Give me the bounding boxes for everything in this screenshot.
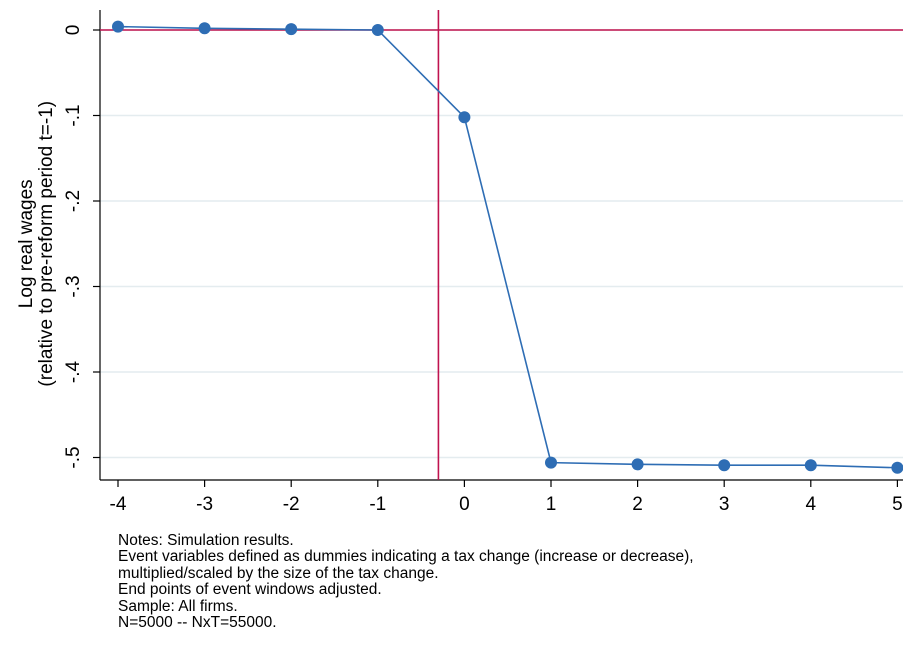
data-point [804, 459, 817, 472]
data-point [112, 20, 124, 33]
series-line [117, 25, 898, 469]
axis-labels: 0 -.1 -.2 -.3 -.4 -.5 -4 -3 -2 -1 0 1 2 3 4 5 Log real w… [16, 25, 903, 515]
x-tick-label: -2 [283, 494, 300, 515]
y-tick-label: -.1 [63, 104, 84, 126]
data-point [371, 24, 384, 36]
y-tick-label: -.5 [63, 446, 84, 468]
note-line: N=5000 -- NxT=55000. [118, 614, 277, 632]
axes [93, 10, 903, 487]
x-tick-label: 2 [632, 494, 643, 515]
y-tick-label: -.4 [63, 360, 84, 383]
y-axis-subtitle: (relative to pre-reform period t=-1) [36, 101, 57, 387]
grid-lines [100, 29, 903, 459]
data-point [545, 456, 557, 469]
data-point [891, 461, 903, 474]
y-tick-label: -.2 [63, 190, 84, 212]
note-line: End points of event windows adjusted. [118, 581, 382, 599]
x-tick-label: 0 [459, 494, 470, 515]
y-axis-title: Log real wages [16, 179, 37, 308]
note-line: Event variables defined as dummies indic… [118, 548, 694, 566]
note-line: multiplied/scaled by the size of the tax… [118, 564, 439, 582]
y-tick-label: -.3 [63, 275, 84, 297]
data-point [285, 23, 298, 36]
note-line: Sample: All firms. [118, 597, 238, 615]
x-tick-label: -4 [110, 494, 127, 515]
data-point [718, 459, 731, 472]
x-tick-label: 3 [719, 494, 730, 515]
y-tick-label: 0 [63, 25, 84, 36]
series-layer [112, 20, 903, 474]
data-point [198, 22, 211, 35]
data-point [458, 111, 471, 124]
note-line: Notes: Simulation results. [118, 532, 294, 549]
x-tick-label: 4 [806, 494, 817, 515]
event-study-chart: 0 -.1 -.2 -.3 -.4 -.5 -4 -3 -2 -1 0 1 2 3 4 5 Log real w… [16, 10, 903, 515]
x-tick-label: -1 [369, 494, 386, 515]
chart-notes: Notes: Simulation results. Event variabl… [118, 532, 888, 632]
x-tick-label: 5 [892, 494, 903, 515]
x-tick-label: -3 [196, 494, 213, 515]
x-tick-label: 1 [546, 494, 557, 515]
reference-lines [100, 10, 903, 480]
data-point [631, 458, 644, 471]
chart-canvas: 0 -.1 -.2 -.3 -.4 -.5 -4 -3 -2 -1 0 1 2 3 4 5 Log real w… [16, 10, 903, 515]
